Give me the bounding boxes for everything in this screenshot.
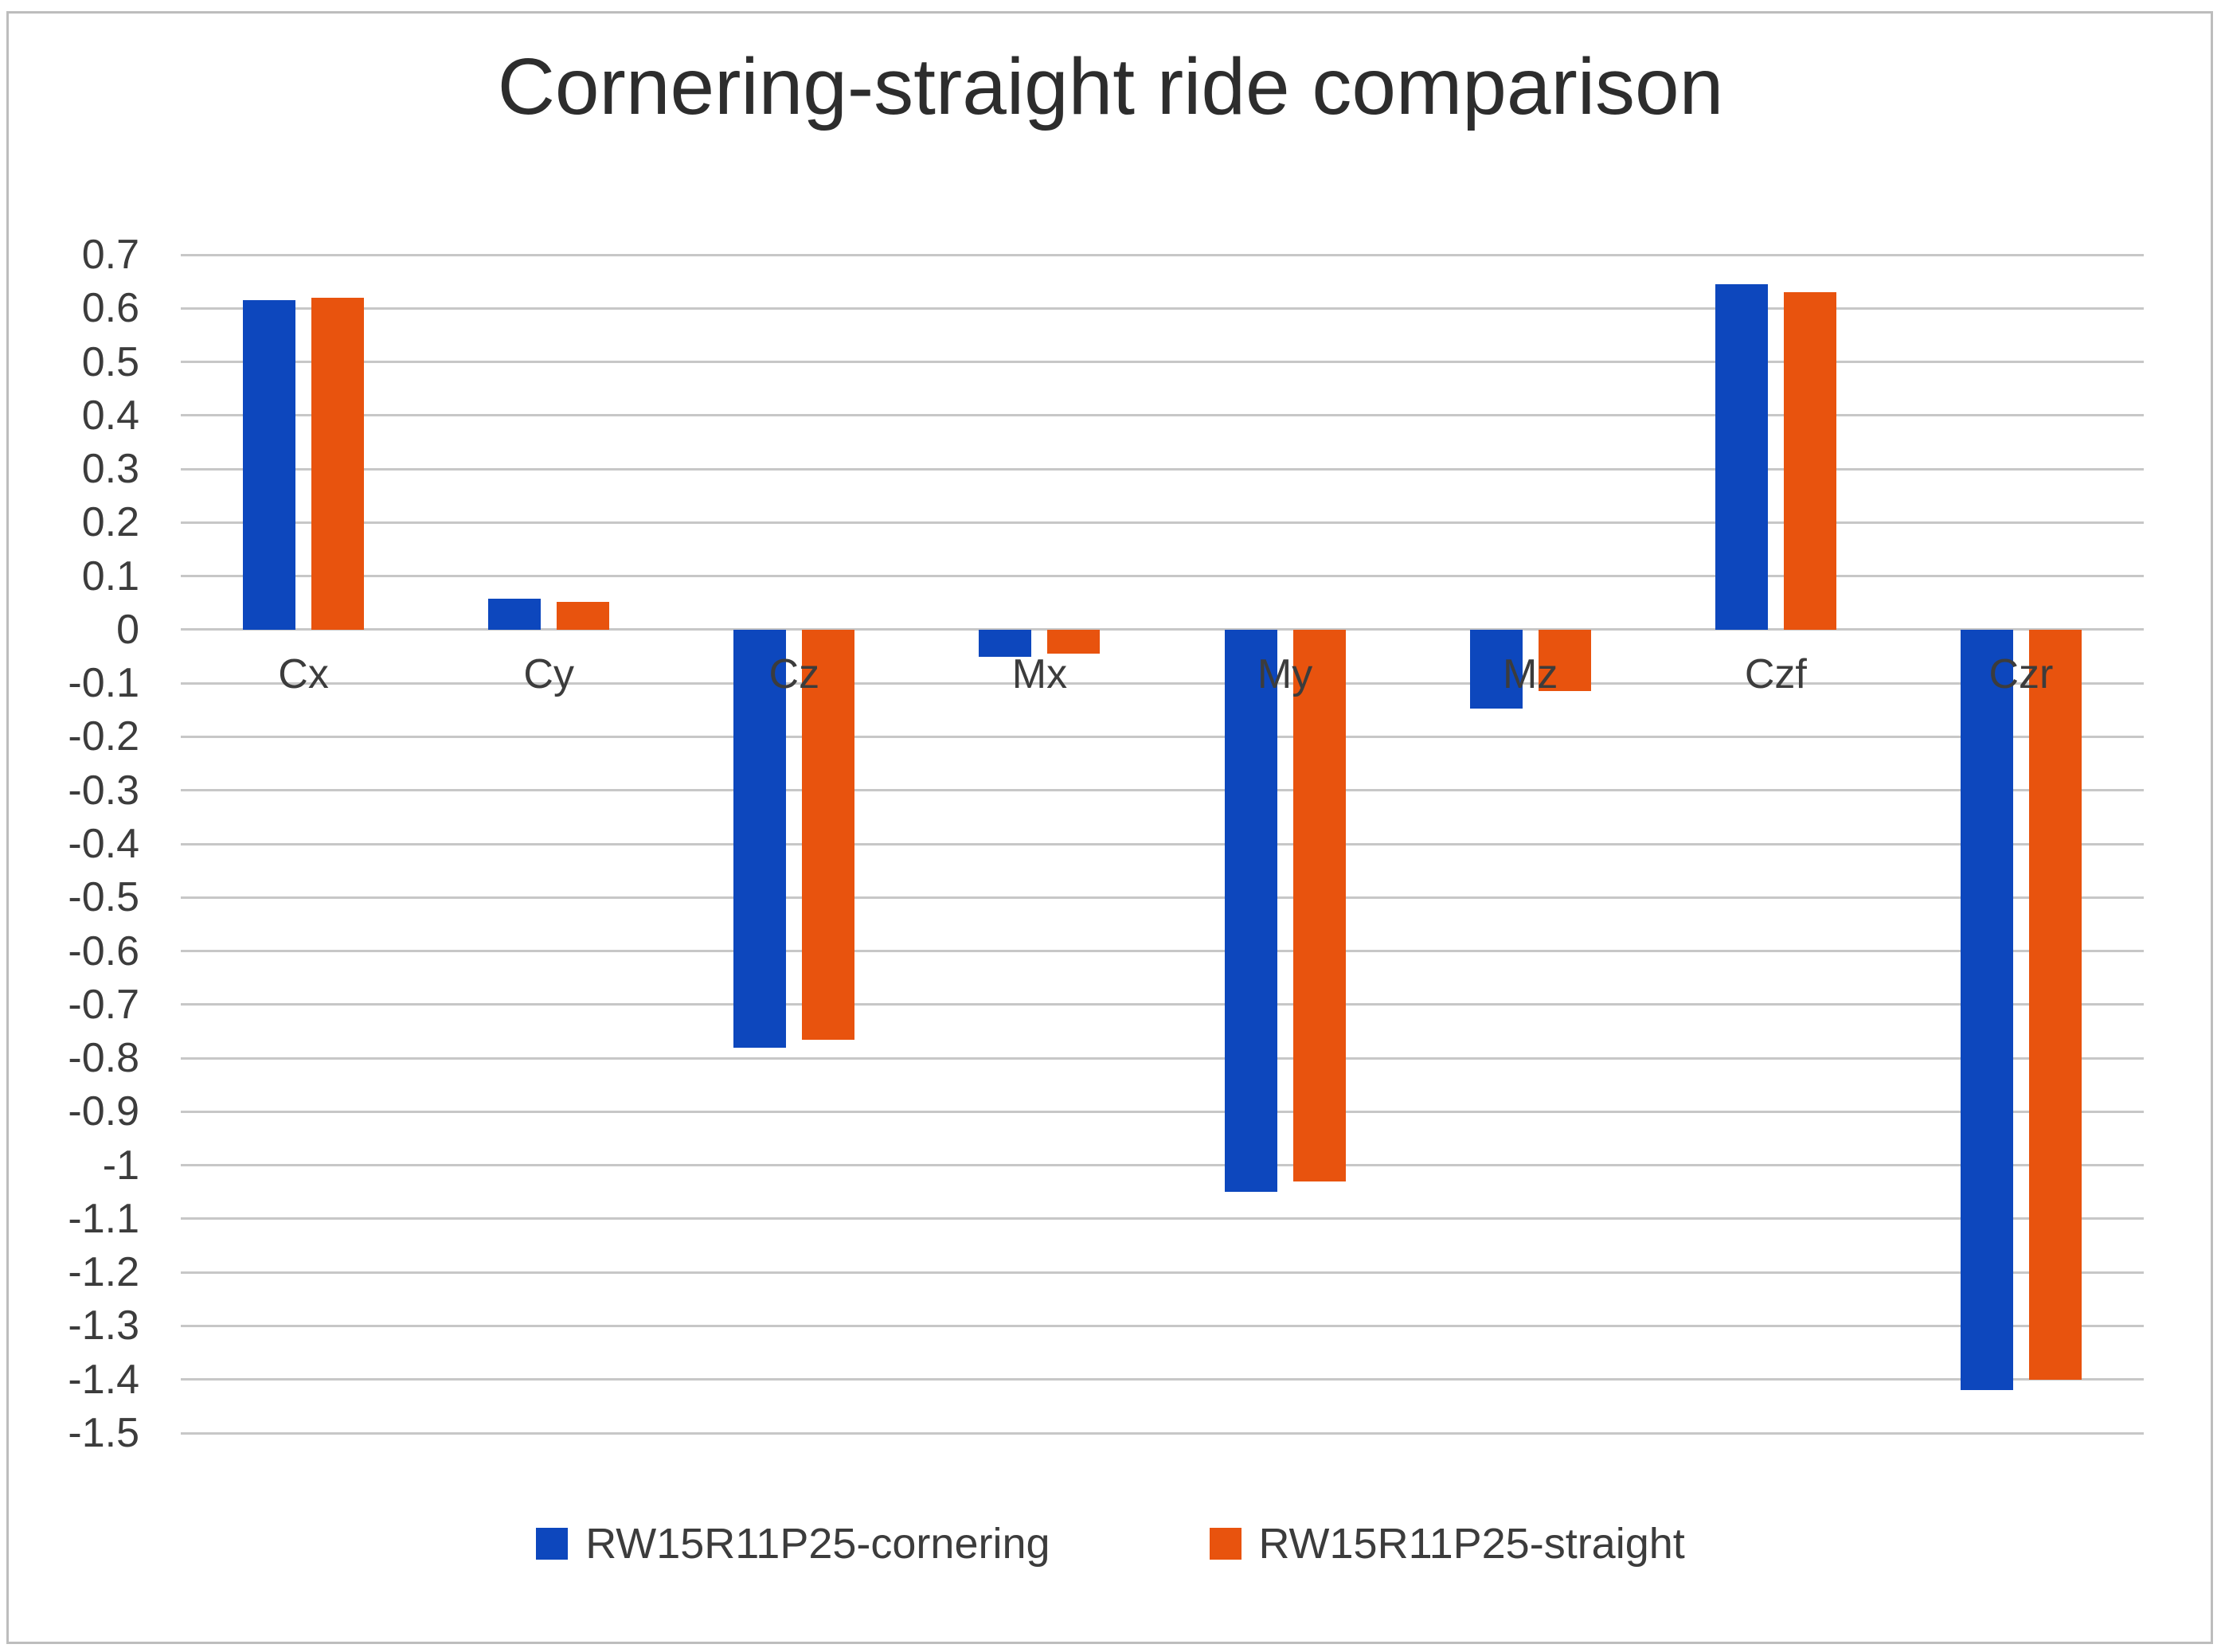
gridline--0.2 <box>181 735 2144 738</box>
y-tick-label-0: 0 <box>116 606 139 653</box>
gridline--1.4 <box>181 1378 2144 1381</box>
gridline--0.6 <box>181 950 2144 953</box>
bar-cornering-My <box>1224 629 1277 1193</box>
y-tick-label--1: -1 <box>102 1142 139 1189</box>
y-tick-label--0.3: -0.3 <box>68 767 139 814</box>
y-tick-label--0.8: -0.8 <box>68 1035 139 1082</box>
y-tick-label--0.7: -0.7 <box>68 981 139 1028</box>
gridline--1 <box>181 1164 2144 1167</box>
gridline-0.2 <box>181 521 2144 524</box>
bar-straight-Czr <box>2028 629 2082 1380</box>
y-tick-label-0.7: 0.7 <box>81 232 139 278</box>
x-category-label-Mx: Mx <box>1011 650 1068 697</box>
legend-item-cornering: RW15R11P25-cornering <box>536 1519 1050 1568</box>
y-tick-label--0.1: -0.1 <box>68 660 139 707</box>
gridline--1.2 <box>181 1271 2144 1274</box>
y-tick-label--1.5: -1.5 <box>68 1410 139 1456</box>
bar-cornering-Cx <box>243 300 296 630</box>
y-tick-label--0.4: -0.4 <box>68 821 139 867</box>
y-tick-label-0.1: 0.1 <box>81 553 139 599</box>
y-tick-label--1.4: -1.4 <box>68 1356 139 1403</box>
gridline--0.9 <box>181 1110 2144 1113</box>
bar-straight-Czf <box>1783 292 1836 630</box>
gridline--0.3 <box>181 789 2144 792</box>
chart-frame-border <box>6 11 2213 1644</box>
bar-straight-Mx <box>1047 629 1101 654</box>
x-category-label-Mz: Mz <box>1503 650 1558 697</box>
gridline-0.7 <box>181 253 2144 256</box>
gridline-0.6 <box>181 307 2144 310</box>
y-tick-label--0.6: -0.6 <box>68 928 139 974</box>
gridline-0.5 <box>181 361 2144 364</box>
legend-swatch-straight-icon <box>1209 1528 1241 1560</box>
x-category-label-Czr: Czr <box>1988 650 2054 697</box>
y-tick-label-0.5: 0.5 <box>81 338 139 385</box>
bar-cornering-Cz <box>733 629 787 1048</box>
gridline--0.4 <box>181 842 2144 846</box>
y-tick-label-0.3: 0.3 <box>81 446 139 493</box>
y-tick-label-0.4: 0.4 <box>81 392 139 439</box>
x-category-label-Cz: Cz <box>768 650 820 697</box>
gridline--1.5 <box>181 1431 2144 1435</box>
bar-cornering-Czf <box>1715 284 1768 630</box>
gridline-0.4 <box>181 414 2144 417</box>
gridline-0.3 <box>181 467 2144 471</box>
gridline--0.1 <box>181 681 2144 685</box>
bar-straight-My <box>1292 629 1346 1181</box>
x-category-label-My: My <box>1257 650 1313 697</box>
gridline--0.5 <box>181 896 2144 899</box>
bar-cornering-Czr <box>1960 629 2013 1391</box>
gridline-0 <box>181 628 2144 631</box>
y-tick-label--1.1: -1.1 <box>68 1195 139 1242</box>
x-category-label-Czf: Czf <box>1744 650 1807 697</box>
y-tick-label--0.9: -0.9 <box>68 1088 139 1135</box>
legend: RW15R11P25-cornering RW15R11P25-straight <box>0 1519 2221 1568</box>
legend-item-straight: RW15R11P25-straight <box>1209 1519 1685 1568</box>
bar-straight-Cy <box>557 601 610 630</box>
bar-cornering-Mz <box>1469 629 1523 709</box>
bar-cornering-Mx <box>979 629 1032 657</box>
legend-swatch-cornering-icon <box>536 1528 569 1560</box>
gridline-0.1 <box>181 575 2144 578</box>
y-tick-label--1.2: -1.2 <box>68 1249 139 1296</box>
bar-cornering-Cy <box>488 598 542 630</box>
y-tick-label--1.3: -1.3 <box>68 1302 139 1349</box>
legend-label-straight: RW15R11P25-straight <box>1258 1520 1685 1568</box>
bar-straight-Mz <box>1538 629 1591 692</box>
x-category-label-Cx: Cx <box>278 650 329 697</box>
gridline--1.3 <box>181 1324 2144 1327</box>
bar-straight-Cz <box>802 629 855 1040</box>
legend-label-cornering: RW15R11P25-cornering <box>585 1520 1050 1568</box>
x-category-label-Cy: Cy <box>523 650 574 697</box>
gridline--0.7 <box>181 1003 2144 1006</box>
gridline--1.1 <box>181 1217 2144 1220</box>
bar-straight-Cx <box>311 297 365 630</box>
gridline--0.8 <box>181 1056 2144 1060</box>
y-tick-label-0.6: 0.6 <box>81 285 139 332</box>
y-tick-label--0.5: -0.5 <box>68 874 139 921</box>
y-tick-label--0.2: -0.2 <box>68 713 139 760</box>
chart-title: Cornering-straight ride comparison <box>497 42 1724 131</box>
y-tick-label-0.2: 0.2 <box>81 499 139 546</box>
